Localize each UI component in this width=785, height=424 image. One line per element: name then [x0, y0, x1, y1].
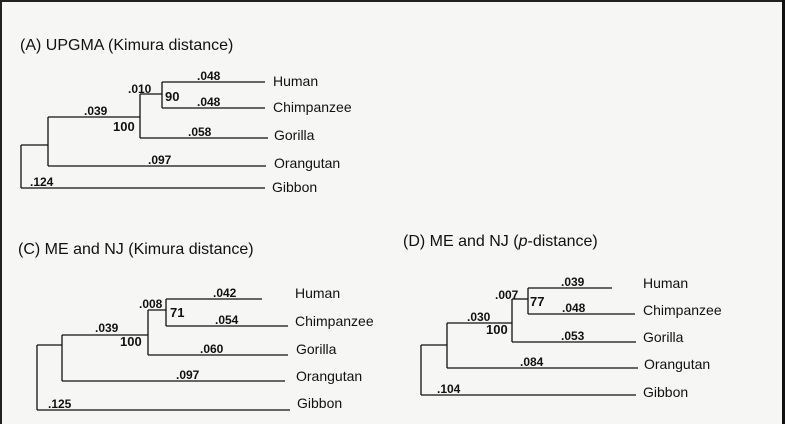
tree-a-taxon-orangutan: Orangutan: [274, 155, 340, 171]
tree-c-taxon-human: Human: [295, 285, 340, 301]
tree-d-len-hcg: .030: [467, 310, 491, 324]
panel-c-title: (C) ME and NJ (Kimura distance): [18, 241, 254, 258]
tree-d-taxon-chimpanzee: Chimpanzee: [643, 302, 722, 318]
tree-c-taxon-gorilla: Gorilla: [296, 341, 337, 357]
scan-border-left: [0, 0, 2, 424]
panel-d-title: (D) ME and NJ (p-distance): [403, 233, 598, 250]
tree-c-taxon-gibbon: Gibbon: [297, 395, 342, 411]
tree-a-len-gorilla: .058: [188, 125, 212, 139]
tree-a-taxon-gorilla: Gorilla: [274, 127, 315, 143]
tree-c-len-hc: .008: [139, 297, 163, 311]
scan-border-top: [0, 0, 785, 2]
tree-c-len-human: .042: [213, 286, 237, 300]
tree-d-len-orangutan: .084: [520, 355, 544, 369]
tree-a-taxon-human: Human: [273, 73, 318, 89]
tree-d-taxon-gibbon: Gibbon: [643, 384, 688, 400]
tree-a-taxon-chimpanzee: Chimpanzee: [273, 99, 352, 115]
tree-c-len-chimpanzee: .054: [215, 313, 239, 327]
tree-d-taxon-orangutan: Orangutan: [644, 356, 710, 372]
tree-d-len-chimpanzee: .048: [562, 301, 586, 315]
tree-d-taxon-human: Human: [643, 275, 688, 291]
tree-a-len-hcg: .039: [84, 104, 108, 118]
tree-c-taxon-chimpanzee: Chimpanzee: [295, 313, 374, 329]
tree-c-len-gorilla: .060: [200, 342, 224, 356]
tree-c-bootstrap-hcg: 100: [120, 334, 142, 349]
tree-a-taxon-gibbon: Gibbon: [272, 179, 317, 195]
tree-a-len-gibbon: .124: [30, 175, 54, 189]
tree-c-len-gibbon: .125: [48, 397, 72, 411]
tree-d: .039 .048 .007 .053 .030 .084 .104 77 10…: [420, 275, 722, 400]
tree-d-bootstrap-hcg: 100: [486, 322, 508, 337]
tree-a-len-human: .048: [197, 69, 221, 83]
tree-d-len-gorilla: .053: [561, 329, 585, 343]
tree-a-len-chimpanzee: .048: [197, 95, 221, 109]
panel-a-title: (A) UPGMA (Kimura distance): [20, 37, 234, 54]
tree-a-len-orangutan: .097: [148, 153, 172, 167]
tree-d-len-hc: .007: [495, 288, 519, 302]
tree-d-bootstrap-hc: 77: [530, 294, 544, 309]
tree-a: .048 .048 .010 .058 .039 .097 .124 90 10…: [20, 69, 352, 195]
tree-d-taxon-gorilla: Gorilla: [643, 329, 684, 345]
tree-c-bootstrap-hc: 71: [170, 305, 184, 320]
scan-border-right: [782, 0, 785, 424]
tree-c-len-hcg: .039: [95, 321, 119, 335]
tree-a-bootstrap-hcg: 100: [113, 119, 135, 134]
tree-a-bootstrap-hc: 90: [165, 89, 179, 104]
tree-c-taxon-orangutan: Orangutan: [296, 368, 362, 384]
tree-d-len-human: .039: [561, 275, 585, 289]
tree-c-len-orangutan: .097: [176, 368, 200, 382]
tree-c: .042 .054 .008 .060 .039 .097 .125 71 10…: [36, 285, 374, 411]
tree-a-len-hc: .010: [128, 82, 152, 96]
tree-d-len-gibbon: .104: [437, 382, 461, 396]
